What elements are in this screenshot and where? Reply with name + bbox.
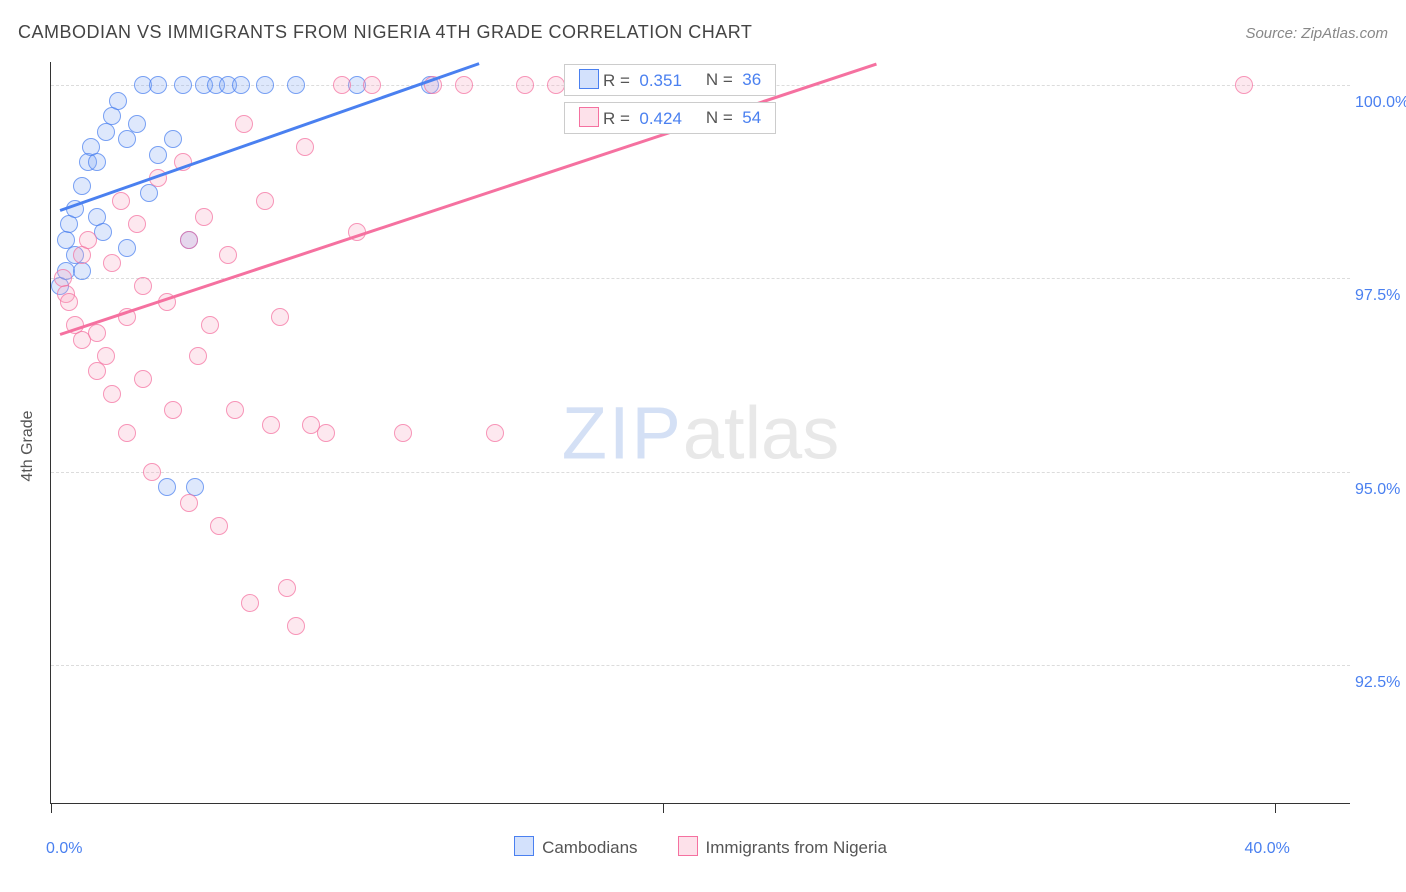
watermark-zip: ZIP [562,391,683,474]
gridline [51,278,1350,279]
data-point [180,231,198,249]
chart-title: CAMBODIAN VS IMMIGRANTS FROM NIGERIA 4TH… [18,22,752,43]
r-value: 0.351 [639,71,682,90]
data-point [103,385,121,403]
data-point [296,138,314,156]
data-point [256,76,274,94]
y-tick-label: 92.5% [1355,674,1400,692]
data-point [128,215,146,233]
data-point [486,424,504,442]
data-point [180,494,198,512]
data-point [158,478,176,496]
data-point [219,246,237,264]
data-point [195,208,213,226]
data-point [143,463,161,481]
stats-box: R = 0.424N = 54 [564,102,776,134]
legend-item: Immigrants from Nigeria [678,836,887,858]
data-point [73,262,91,280]
data-point [317,424,335,442]
data-point [88,324,106,342]
data-point [174,76,192,94]
data-point [128,115,146,133]
data-point [1235,76,1253,94]
data-point [271,308,289,326]
data-point [73,177,91,195]
gridline [51,665,1350,666]
data-point [140,184,158,202]
data-point [363,76,381,94]
data-point [201,316,219,334]
data-point [149,76,167,94]
y-axis-label: 4th Grade [19,410,37,481]
y-tick-label: 100.0% [1355,94,1406,112]
n-value: 36 [742,70,761,89]
data-point [189,347,207,365]
data-point [287,617,305,635]
data-point [394,424,412,442]
legend-swatch [579,69,599,89]
data-point [103,254,121,272]
data-point [455,76,473,94]
legend-swatch [514,836,534,856]
title-bar: CAMBODIAN VS IMMIGRANTS FROM NIGERIA 4TH… [18,22,1388,43]
data-point [241,594,259,612]
legend-swatch [579,107,599,127]
n-value: 54 [742,108,761,127]
legend: Cambodians Immigrants from Nigeria [51,836,1350,858]
data-point [112,192,130,210]
legend-swatch [678,836,698,856]
data-point [232,76,250,94]
data-point [88,362,106,380]
data-point [278,579,296,597]
data-point [118,424,136,442]
stats-box: R = 0.351N = 36 [564,64,776,96]
watermark: ZIPatlas [562,390,839,475]
legend-label: Cambodians [542,838,637,857]
data-point [164,130,182,148]
data-point [118,239,136,257]
data-point [109,92,127,110]
data-point [164,401,182,419]
y-tick-label: 97.5% [1355,287,1400,305]
gridline [51,472,1350,473]
data-point [134,277,152,295]
watermark-atlas: atlas [683,391,839,474]
data-point [60,215,78,233]
data-point [226,401,244,419]
legend-label: Immigrants from Nigeria [706,838,887,857]
data-point [97,347,115,365]
data-point [210,517,228,535]
data-point [88,153,106,171]
legend-item: Cambodians [514,836,637,858]
data-point [256,192,274,210]
data-point [235,115,253,133]
x-tick [1275,803,1276,813]
data-point [73,246,91,264]
data-point [516,76,534,94]
source-attribution: Source: ZipAtlas.com [1245,25,1388,42]
data-point [333,76,351,94]
data-point [97,123,115,141]
scatter-plot-area: ZIPatlas 92.5%95.0%97.5%100.0%0.0%40.0%R… [50,62,1350,804]
data-point [262,416,280,434]
data-point [134,370,152,388]
x-tick [663,803,664,813]
data-point [547,76,565,94]
data-point [149,146,167,164]
data-point [79,231,97,249]
data-point [103,107,121,125]
data-point [118,130,136,148]
x-tick [51,803,52,813]
data-point [287,76,305,94]
r-value: 0.424 [639,109,682,128]
y-tick-label: 95.0% [1355,481,1400,499]
data-point [60,293,78,311]
